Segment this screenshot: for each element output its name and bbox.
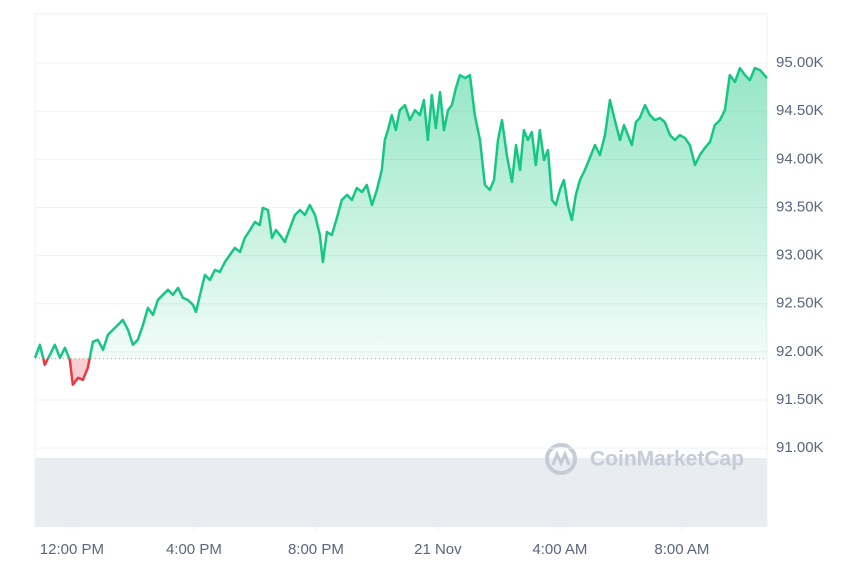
y-tick-label: 94.50K	[776, 102, 824, 119]
price-line-up	[33, 66, 768, 359]
x-tick-label: 8:00 PM	[288, 541, 344, 558]
watermark: CoinMarketCap	[545, 443, 744, 475]
y-tick-label: 94.00K	[776, 150, 824, 167]
watermark-text: CoinMarketCap	[590, 448, 744, 471]
x-tick-label: 21 Nov	[414, 541, 462, 558]
y-tick-label: 92.50K	[776, 295, 824, 312]
y-tick-label: 91.50K	[776, 391, 824, 408]
x-tick-label: 8:00 AM	[654, 541, 709, 558]
y-tick-label: 91.00K	[776, 439, 824, 456]
y-tick-label: 92.00K	[776, 343, 824, 360]
area-up	[35, 68, 767, 359]
x-tick-label: 4:00 AM	[532, 541, 587, 558]
x-tick-label: 4:00 PM	[166, 541, 222, 558]
y-tick-label: 93.00K	[776, 247, 824, 264]
y-tick-label: 93.50K	[776, 198, 824, 215]
x-tick-label: 12:00 PM	[40, 541, 104, 558]
y-tick-label: 95.00K	[776, 54, 824, 71]
volume-area	[35, 458, 767, 527]
